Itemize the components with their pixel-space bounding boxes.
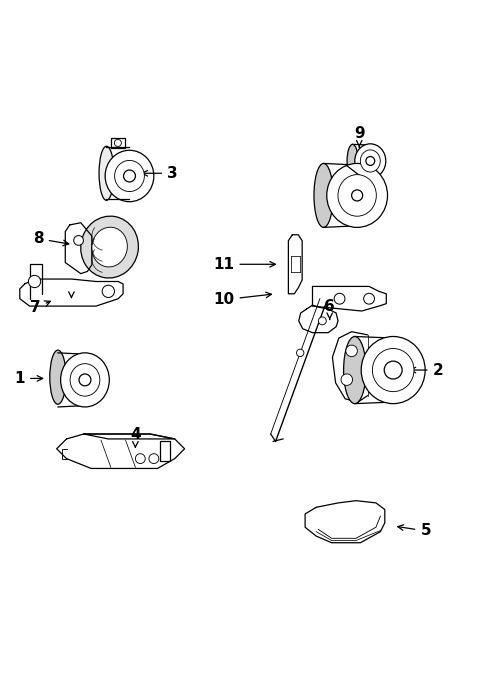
Ellipse shape [361, 336, 424, 403]
Circle shape [149, 453, 158, 464]
Ellipse shape [326, 163, 387, 227]
Ellipse shape [354, 144, 385, 178]
Ellipse shape [70, 364, 100, 396]
Ellipse shape [372, 348, 413, 392]
Circle shape [334, 294, 344, 304]
Ellipse shape [99, 146, 114, 200]
Circle shape [340, 374, 352, 386]
Text: 3: 3 [142, 166, 177, 181]
Ellipse shape [81, 216, 138, 278]
Text: 8: 8 [33, 231, 69, 246]
Ellipse shape [92, 227, 127, 267]
Circle shape [345, 345, 357, 357]
Ellipse shape [346, 144, 357, 178]
Circle shape [363, 294, 374, 304]
Ellipse shape [313, 163, 333, 227]
Ellipse shape [61, 353, 109, 407]
Text: 9: 9 [353, 126, 364, 147]
Circle shape [383, 361, 401, 379]
Text: 7: 7 [30, 300, 50, 315]
Circle shape [351, 190, 362, 201]
Circle shape [79, 374, 91, 386]
Ellipse shape [114, 161, 144, 191]
Ellipse shape [360, 150, 379, 172]
Text: 4: 4 [130, 427, 140, 447]
Circle shape [365, 156, 374, 165]
Circle shape [318, 317, 326, 324]
Text: 5: 5 [397, 523, 430, 539]
Circle shape [296, 349, 303, 357]
Text: 6: 6 [324, 298, 335, 319]
Circle shape [74, 235, 83, 246]
Ellipse shape [343, 336, 365, 403]
Ellipse shape [105, 150, 153, 202]
Text: 10: 10 [213, 292, 271, 307]
Text: 2: 2 [409, 363, 442, 377]
Circle shape [114, 139, 121, 147]
Circle shape [29, 275, 41, 287]
Ellipse shape [50, 350, 66, 404]
Text: 1: 1 [15, 371, 43, 386]
Circle shape [123, 170, 135, 182]
Circle shape [135, 453, 145, 464]
Circle shape [102, 285, 114, 298]
Text: 11: 11 [213, 257, 275, 272]
Ellipse shape [337, 175, 376, 216]
